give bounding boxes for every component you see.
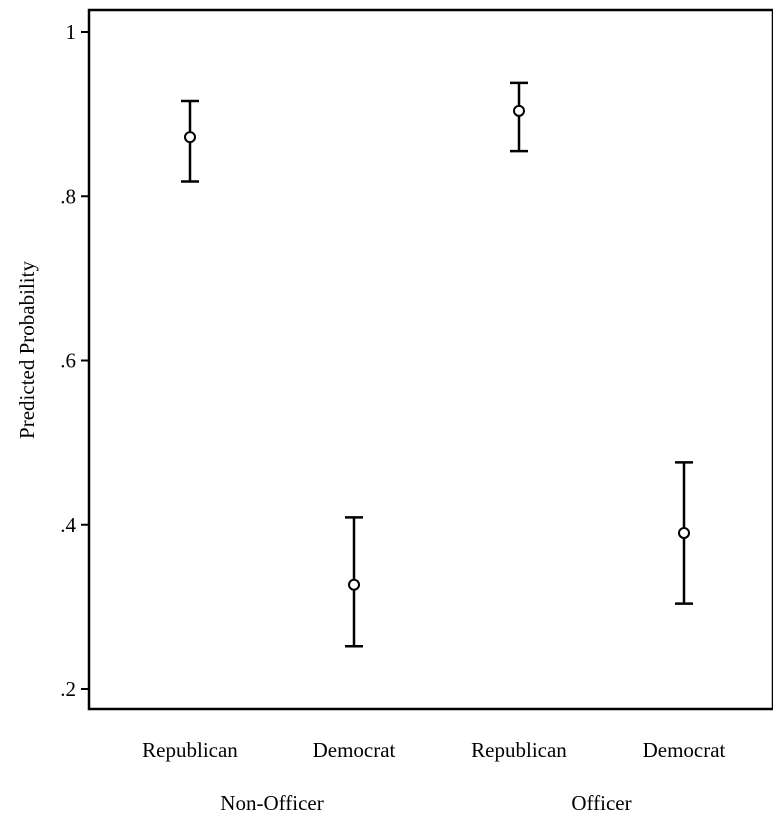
point-estimate: [348, 578, 360, 591]
point-estimate: [678, 526, 690, 539]
group-label: Officer: [571, 791, 631, 815]
group-label: Non-Officer: [220, 791, 323, 815]
x-axis-groups: Non-Officer Officer: [220, 791, 631, 815]
x-axis-categories: Republican Democrat Republican Democrat: [142, 738, 725, 762]
y-tick-label: .2: [60, 677, 76, 701]
category-label: Republican: [142, 738, 238, 762]
y-tick-label: .6: [60, 349, 76, 373]
y-axis-label: Predicted Probability: [15, 261, 39, 439]
point-estimate: [513, 104, 525, 117]
plot-frame: [87, 8, 773, 711]
data-marks: [181, 81, 693, 648]
category-label: Democrat: [313, 738, 396, 762]
category-label: Democrat: [643, 738, 726, 762]
y-tick-label: .4: [60, 513, 76, 537]
y-tick-label: .8: [60, 184, 76, 208]
y-axis: .2 .4 .6 .8 1: [60, 20, 89, 701]
category-label: Republican: [471, 738, 567, 762]
y-tick-label: 1: [66, 20, 77, 44]
point-estimate: [184, 131, 196, 144]
